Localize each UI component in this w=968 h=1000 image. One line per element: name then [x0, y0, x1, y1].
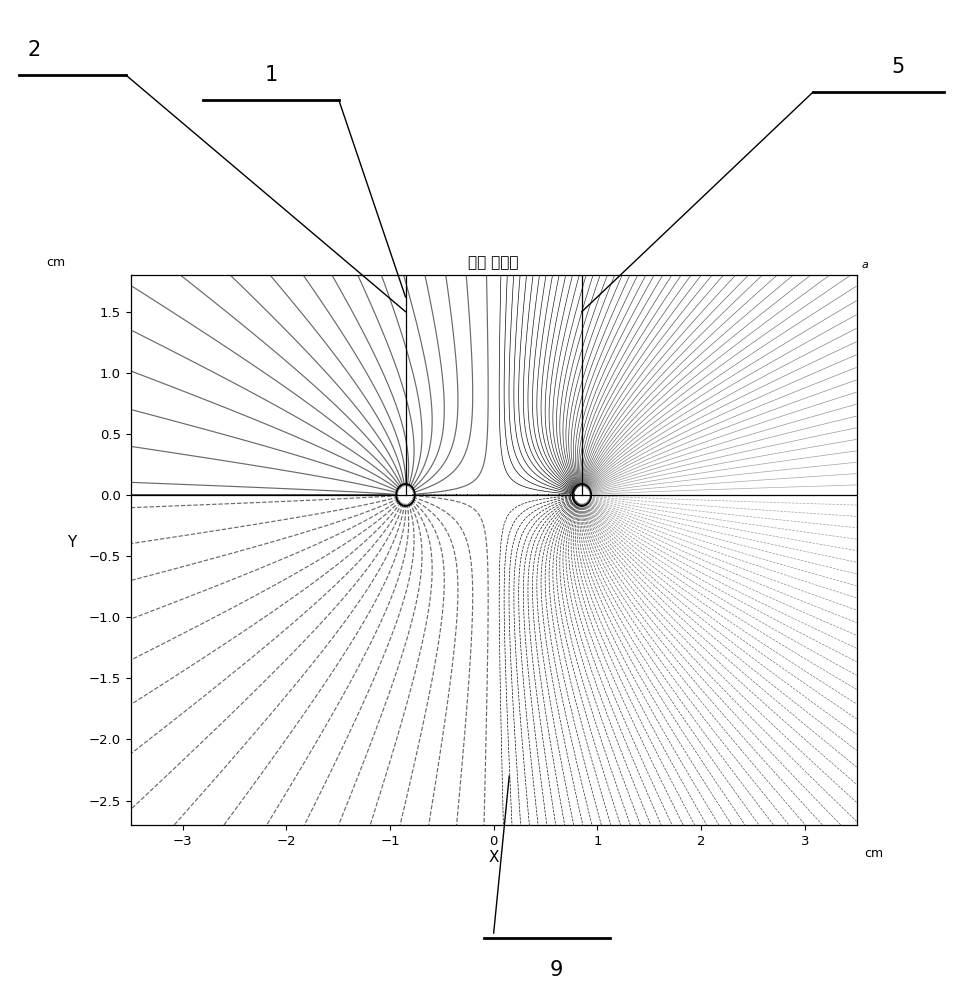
Text: cm: cm [46, 256, 66, 269]
Text: 9: 9 [550, 960, 563, 980]
Text: a: a [862, 260, 868, 270]
Title: 流线 电力线: 流线 电力线 [469, 255, 519, 270]
X-axis label: X: X [489, 850, 499, 865]
Text: cm: cm [864, 847, 883, 860]
Text: 1: 1 [264, 65, 278, 85]
Y-axis label: Y: Y [68, 535, 76, 550]
Text: 2: 2 [27, 40, 41, 60]
Text: 5: 5 [892, 57, 904, 77]
